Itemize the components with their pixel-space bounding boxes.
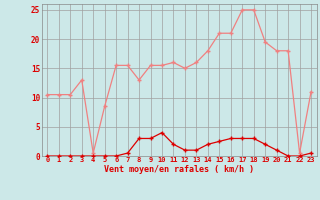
- X-axis label: Vent moyen/en rafales ( km/h ): Vent moyen/en rafales ( km/h ): [104, 165, 254, 174]
